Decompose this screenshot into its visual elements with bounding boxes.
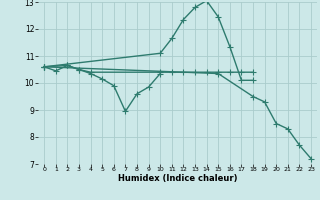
X-axis label: Humidex (Indice chaleur): Humidex (Indice chaleur) (118, 174, 237, 183)
